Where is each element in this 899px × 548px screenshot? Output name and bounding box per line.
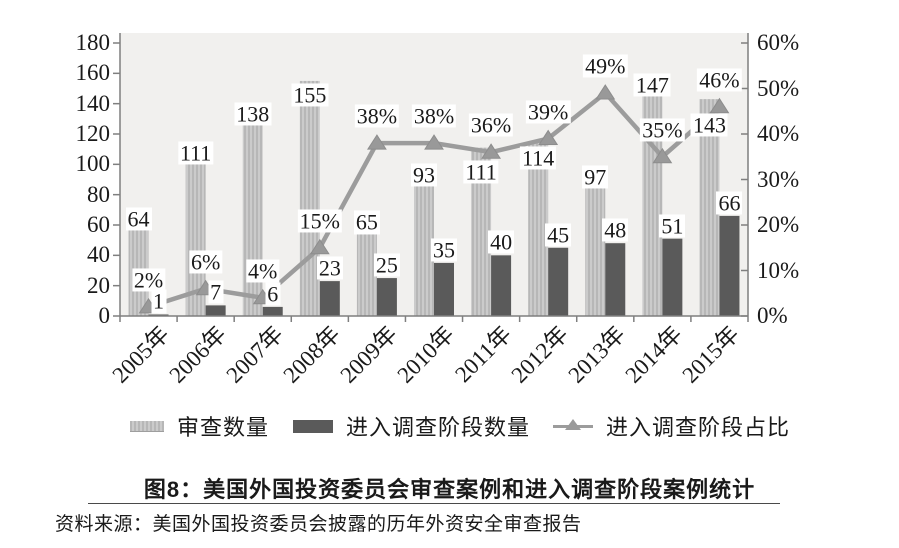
bar-review-2008年 — [299, 80, 320, 317]
ratio-marker-2010年 — [424, 134, 444, 150]
bar-investigation-2012年 — [548, 247, 569, 316]
ratio-marker-2011年 — [481, 143, 502, 159]
source-note: 资料来源：美国外国投资委员会披露的历年外资安全审查报告 — [55, 514, 582, 535]
legend-swatch-light-bar-icon — [130, 421, 164, 431]
legend-entry-ratio: 进入调查阶段占比 — [553, 406, 790, 446]
ratio-marker-2013年 — [595, 84, 616, 100]
chart-canvas — [113, 33, 749, 322]
ratio-marker-2015年 — [709, 97, 730, 114]
legend-swatch-line-triangle-icon — [553, 419, 593, 433]
figure-title: 图8：美国外国投资委员会审查案例和进入调查阶段案例统计 — [143, 477, 756, 502]
ratio-marker-2009年 — [366, 134, 387, 150]
legend-label-review: 审查数量 — [177, 415, 270, 440]
bar-investigation-2015年 — [719, 215, 740, 316]
ratio-marker-2008年 — [309, 238, 330, 255]
bar-investigation-2005年 — [148, 314, 169, 316]
legend: 审查数量 进入调查阶段数量 进入调查阶段占比 — [0, 406, 899, 446]
bar-review-2007年 — [242, 106, 263, 316]
bar-investigation-2006年 — [205, 305, 226, 316]
bar-investigation-2013年 — [605, 243, 626, 316]
bar-investigation-2014年 — [662, 238, 683, 316]
bar-investigation-2011年 — [491, 255, 512, 316]
ratio-marker-2012年 — [538, 129, 559, 146]
legend-label-investigation: 进入调查阶段数量 — [346, 415, 531, 440]
bar-investigation-2007年 — [262, 306, 283, 316]
bar-investigation-2009年 — [376, 278, 397, 316]
legend-swatch-dark-bar-icon — [293, 419, 333, 433]
bar-review-2013年 — [585, 168, 606, 316]
bar-review-2014年 — [642, 93, 663, 316]
combo-chart: 180 160 140 120 100 80 60 40 20 0 60% 50% 40% 30% 20% 1… — [76, 31, 800, 388]
bar-review-2005年 — [128, 218, 149, 316]
bar-review-2015年 — [699, 99, 720, 316]
bar-review-2010年 — [414, 174, 434, 316]
bar-review-2006年 — [185, 147, 206, 316]
divider-line — [88, 503, 780, 504]
bar-investigation-2008年 — [319, 281, 340, 316]
bar-review-2012年 — [528, 143, 549, 316]
ratio-marker-2014年 — [652, 147, 673, 164]
bar-review-2011年 — [471, 147, 492, 316]
bar-investigation-2010年 — [434, 262, 454, 316]
legend-entry-review: 审查数量 — [130, 406, 269, 446]
legend-label-ratio: 进入调查阶段占比 — [606, 415, 791, 440]
bar-review-2009年 — [356, 217, 377, 316]
legend-entry-investigation: 进入调查阶段数量 — [293, 406, 530, 446]
